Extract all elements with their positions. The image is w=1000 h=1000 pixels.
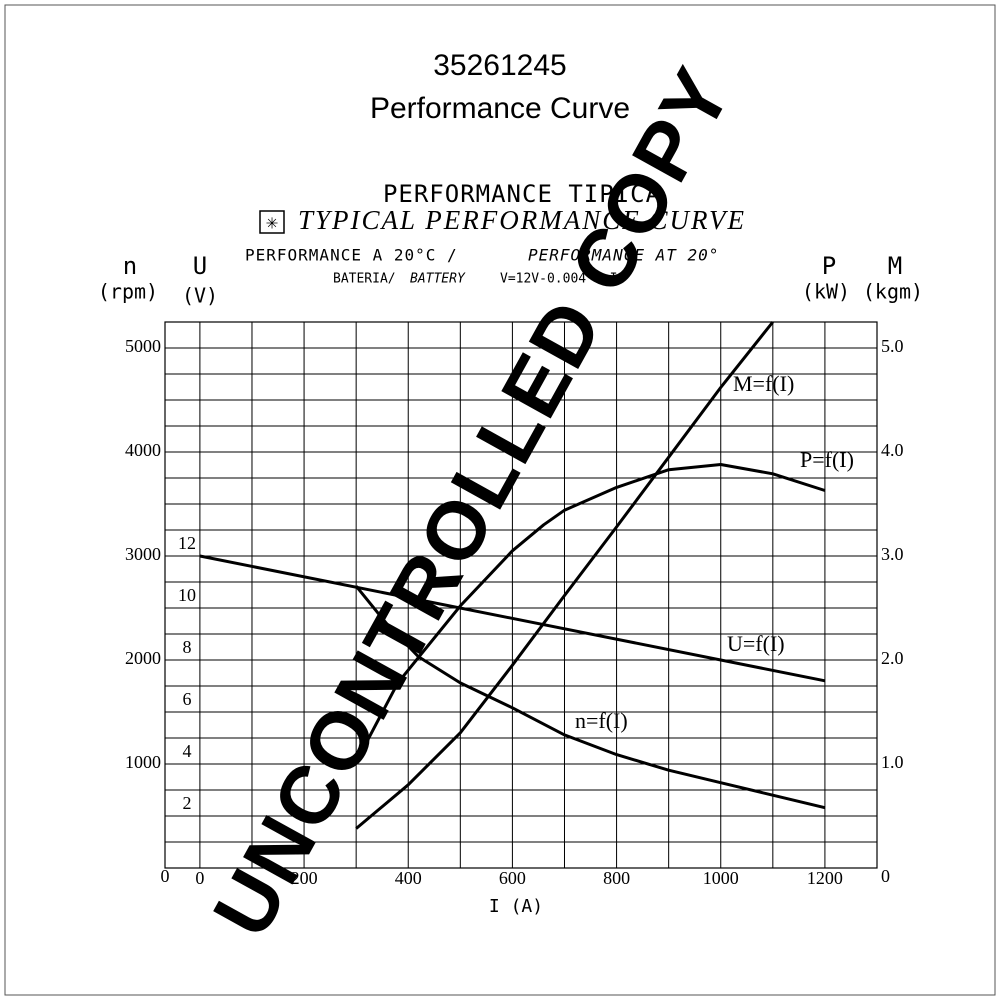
curve-label: n=f(I)	[575, 708, 628, 733]
x-tick-label: 0	[195, 868, 204, 888]
y2-axis-symbol: U	[193, 252, 207, 280]
curve	[354, 463, 826, 763]
y-axis-unit: (rpm)	[98, 280, 158, 304]
symbol-box	[259, 210, 285, 234]
y-tick-label: 1000	[125, 752, 161, 772]
x-tick-label: 400	[395, 868, 422, 888]
y3-tick-label: 1.0	[881, 752, 904, 772]
y2-tick-label: 2	[183, 793, 192, 813]
condition-english: PERFORMANCE AT 20°	[528, 246, 719, 265]
curve-label: M=f(I)	[733, 371, 794, 396]
battery-formula: V=12V-0.004 * I	[500, 272, 617, 287]
y3-axis-unit: (kgm)	[863, 280, 923, 304]
y3-tick-label: 5.0	[881, 336, 904, 356]
x-axis-label: I (A)	[489, 896, 543, 917]
y-tick-label: 3000	[125, 544, 161, 564]
curve-label: U=f(I)	[727, 631, 785, 656]
y3-tick-label: 0	[881, 866, 890, 886]
header-english: TYPICAL PERFORMANCE CURVE	[298, 205, 746, 235]
y2-tick-label: 6	[183, 689, 192, 709]
y3-axis-symbol: P	[822, 252, 836, 280]
y-axis-symbol: n	[123, 252, 137, 280]
condition-spanish: PERFORMANCE A 20°C /	[245, 246, 458, 265]
y-tick-label: 0	[161, 866, 170, 886]
chart-title: 35261245	[433, 49, 566, 82]
battery-english: BATTERY	[410, 272, 466, 287]
battery-spanish: BATERIA/	[333, 272, 396, 287]
y2-axis-unit: (V)	[182, 284, 218, 308]
x-tick-label: 600	[499, 868, 526, 888]
chart-subtitle: Performance Curve	[370, 92, 630, 125]
page-border	[4, 4, 996, 996]
y3-axis-symbol: M	[888, 252, 902, 280]
y2-tick-label: 4	[183, 741, 192, 761]
y-tick-label: 4000	[125, 440, 161, 460]
x-tick-label: 200	[291, 868, 318, 888]
curve-label: P=f(I)	[800, 447, 854, 472]
y-tick-label: 5000	[125, 336, 161, 356]
y-tick-label: 2000	[125, 648, 161, 668]
y2-tick-label: 12	[178, 533, 196, 553]
x-tick-label: 800	[603, 868, 630, 888]
curve	[355, 585, 826, 810]
symbol-asterisk: ✳	[266, 210, 278, 234]
curve	[199, 554, 826, 683]
y3-axis-unit: (kW)	[802, 280, 850, 304]
y2-tick-label: 10	[178, 585, 196, 605]
x-tick-label: 1000	[703, 868, 739, 888]
curve	[355, 321, 774, 830]
x-tick-label: 1200	[807, 868, 843, 888]
y3-tick-label: 4.0	[881, 440, 904, 460]
plot-frame	[164, 321, 878, 869]
y2-tick-label: 8	[183, 637, 192, 657]
y3-tick-label: 3.0	[881, 544, 904, 564]
y3-tick-label: 2.0	[881, 648, 904, 668]
header-spanish: PERFORMANCE TIPICA	[383, 180, 661, 208]
